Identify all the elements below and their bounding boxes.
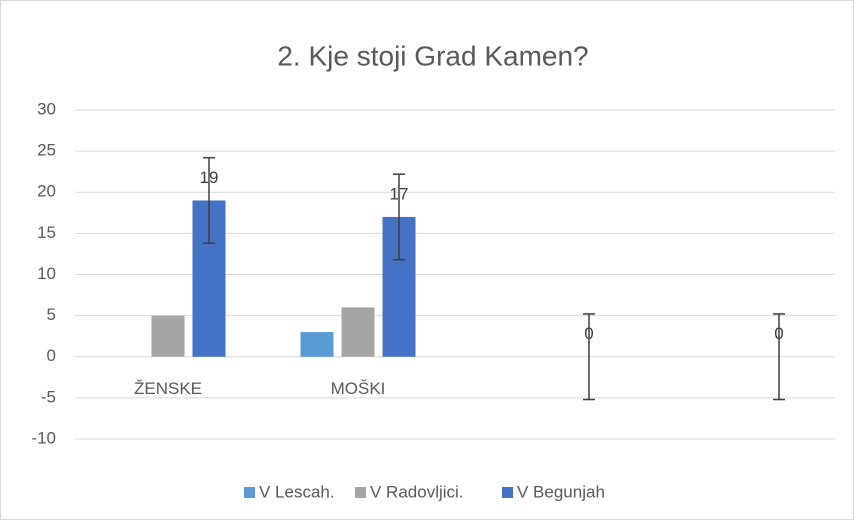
data-label: 17	[390, 184, 409, 203]
legend-label: V Begunjah	[517, 482, 605, 501]
legend-swatch	[244, 487, 255, 498]
bar	[151, 315, 185, 357]
legend-swatch	[355, 487, 366, 498]
data-label: 19	[200, 168, 219, 187]
y-tick-label: 20	[37, 182, 56, 201]
bar	[341, 307, 375, 357]
y-tick-label: 10	[37, 264, 56, 283]
x-tick-label: MOŠKI	[331, 379, 386, 398]
y-tick-label: -5	[41, 387, 56, 406]
data-label: 0	[584, 324, 593, 343]
data-label: 0	[774, 324, 783, 343]
y-tick-label: 5	[47, 305, 56, 324]
y-tick-label: 15	[37, 223, 56, 242]
legend-swatch	[502, 487, 513, 498]
chart-title: 2. Kje stoji Grad Kamen?	[277, 40, 588, 71]
y-tick-label: 30	[37, 99, 56, 118]
y-tick-label: 25	[37, 141, 56, 160]
legend-label: V Lescah.	[259, 482, 335, 501]
legend-label: V Radovljici.	[370, 482, 464, 501]
y-tick-label: -10	[31, 428, 56, 447]
y-tick-label: 0	[47, 346, 56, 365]
bar	[300, 332, 334, 357]
x-tick-label: ŽENSKE	[134, 379, 202, 398]
